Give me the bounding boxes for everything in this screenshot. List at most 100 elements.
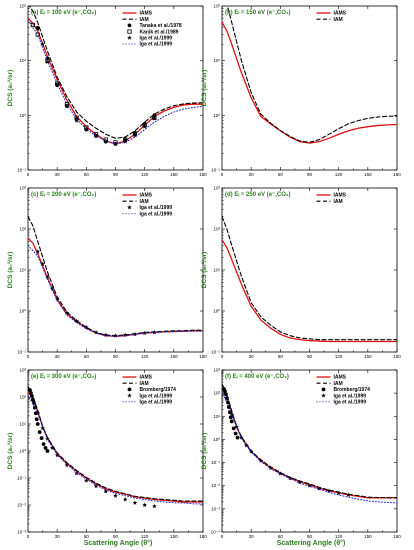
x-tick-label: 180 <box>199 534 207 539</box>
x-tick-label: 180 <box>199 354 207 359</box>
y-tick-label: 10⁻¹ <box>211 350 220 355</box>
data-point-circle <box>235 435 240 440</box>
plot-frame <box>221 5 398 171</box>
series-line-red-solid <box>28 17 203 145</box>
data-point-star <box>45 274 50 279</box>
y-tick-label: 10⁻² <box>211 483 220 488</box>
series-line-blue-dotted <box>28 244 203 337</box>
legend-label: Tanaka et al./1978 <box>140 23 182 29</box>
x-tick-label: 150 <box>170 172 178 177</box>
data-point-star <box>113 141 118 146</box>
data-point-star <box>248 449 254 454</box>
legend-label: Iga et al./1999 <box>140 393 173 399</box>
x-tick-label: 120 <box>141 354 149 359</box>
x-tick-label: 30 <box>55 534 61 539</box>
y-tick-label: 10² <box>19 4 26 9</box>
x-tick-label: 30 <box>249 354 255 359</box>
data-point-star <box>142 502 147 507</box>
legend-label: IAMS <box>334 375 347 381</box>
x-tick-label: 60 <box>84 172 90 177</box>
y-tick-label: 10¹ <box>213 414 220 419</box>
series-line-blue-dotted <box>28 19 203 145</box>
legend-label: Iga et al./1999 <box>334 400 367 406</box>
series-group <box>28 6 203 146</box>
y-tick-label: 10⁻³ <box>17 530 26 535</box>
x-tick-label: 90 <box>113 172 119 177</box>
x-tick-label: 0 <box>221 354 224 359</box>
legend-label: Iga et al./1999 <box>140 42 173 48</box>
x-tick-label: 60 <box>278 354 284 359</box>
x-tick-label: 30 <box>55 172 61 177</box>
data-point-circle <box>223 392 228 397</box>
data-point-star <box>346 492 351 497</box>
plot-frame <box>27 5 204 171</box>
x-tick-label: 60 <box>84 354 90 359</box>
y-tick-label: 10² <box>19 227 26 232</box>
legend-label: Iga et al./1999 <box>334 393 367 399</box>
x-tick-label: 150 <box>364 354 372 359</box>
legend-marker-circle <box>127 387 132 392</box>
y-tick-label: 10¹ <box>19 58 26 63</box>
x-tick-label: 90 <box>307 534 313 539</box>
x-tick-label: 0 <box>221 172 224 177</box>
data-point-star <box>50 286 55 291</box>
x-tick-label: 60 <box>84 534 90 539</box>
series-line-red-solid <box>28 237 203 338</box>
data-point-star <box>35 249 40 254</box>
data-point-star <box>64 104 70 109</box>
legend-label: IAMS <box>334 11 347 17</box>
series-line-black-dashed <box>28 385 203 502</box>
y-axis-label: DCS (a₀²/sr) <box>7 433 14 470</box>
data-point-star <box>40 41 45 47</box>
data-point-star <box>142 124 147 129</box>
panel-title: (a) Eᵢ = 100 eV (e⁻,CO₂) <box>31 10 96 16</box>
legend-label: IAM <box>334 17 343 23</box>
panel-title: (e) Eᵢ = 300 eV (e⁻,CO₂) <box>31 374 96 380</box>
y-tick-label: 10⁰ <box>213 113 220 118</box>
data-point-star <box>336 490 341 496</box>
x-tick-label: 180 <box>393 534 401 539</box>
y-tick-label: 10² <box>19 395 26 400</box>
x-tick-label: 90 <box>113 534 119 539</box>
y-tick-label: 10² <box>213 391 220 396</box>
series-line-black-dashed <box>28 216 203 337</box>
legend-label: IAM <box>334 381 343 387</box>
data-point-star <box>93 483 99 489</box>
data-point-star <box>287 475 293 481</box>
legend-label: IAM <box>140 199 149 205</box>
legend-label: IAM <box>140 381 149 387</box>
x-axis-label-right: Scattering Angle (θ°) <box>277 539 346 547</box>
y-tick-label: 10² <box>213 4 220 9</box>
series-line-red-solid <box>222 21 397 144</box>
x-tick-label: 150 <box>170 354 178 359</box>
y-tick-label: 10¹ <box>213 268 220 273</box>
series-group <box>28 385 203 509</box>
y-tick-label: 10³ <box>213 368 220 373</box>
legend-label: IAMS <box>334 193 347 199</box>
panel-title: (b) Eᵢ = 150 eV (e⁻,CO₂) <box>225 10 291 16</box>
legend-label: Iga et al./1999 <box>140 400 173 406</box>
x-tick-label: 150 <box>364 534 372 539</box>
legend-label: Kanik et al./1989 <box>140 29 179 35</box>
series-line-black-dashed <box>226 6 397 143</box>
plot-frame <box>27 187 204 353</box>
data-point-star <box>103 488 109 494</box>
data-point-star <box>84 478 89 483</box>
y-tick-label: 10⁻¹ <box>17 476 26 481</box>
series-line-black-dashed <box>28 6 203 139</box>
y-tick-label: 10⁻² <box>17 503 26 508</box>
y-tick-label: 10⁰ <box>19 113 26 118</box>
y-tick-label: 10³ <box>213 186 220 191</box>
legend-label: IAMS <box>140 11 153 17</box>
x-tick-label: 120 <box>141 172 149 177</box>
data-point-circle <box>45 449 50 453</box>
data-point-circle <box>37 430 42 435</box>
data-point-star <box>152 115 157 121</box>
chart-panel-2: 0 30 60 90 120 150 180 10⁻¹ 10⁰ 10¹ 10² DCS (a₀²/sr… <box>201 4 401 178</box>
legend-label: Iga et al./1999 <box>140 211 173 217</box>
y-axis-label: DCS (a₀²/sr) <box>201 252 208 289</box>
y-axis-label: DCS (a₀²/sr) <box>7 70 14 107</box>
data-point-circle <box>223 389 227 394</box>
y-tick-label: 10³ <box>19 186 26 191</box>
y-tick-label: 10⁰ <box>213 309 220 314</box>
